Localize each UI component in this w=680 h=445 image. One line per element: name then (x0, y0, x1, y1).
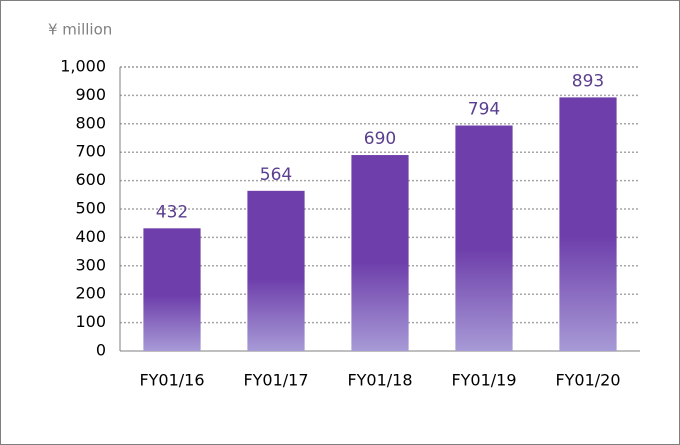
x-tick-label: FY01/18 (347, 371, 412, 390)
bar (247, 190, 305, 351)
x-tick-label: FY01/20 (555, 371, 620, 390)
x-tick-label: FY01/17 (243, 371, 308, 390)
y-tick-label: 800 (75, 113, 106, 132)
y-tick-label: 600 (75, 170, 106, 189)
y-tick-label: 900 (75, 85, 106, 104)
bar (559, 97, 617, 351)
bar (351, 155, 409, 351)
y-tick-label: 200 (75, 284, 106, 303)
value-label: 690 (364, 129, 396, 149)
value-label: 432 (156, 202, 188, 222)
x-tick-label: FY01/16 (139, 371, 204, 390)
y-tick-label: 100 (75, 312, 106, 331)
y-tick-label: 500 (75, 199, 106, 218)
bar (143, 228, 201, 351)
x-tick-label: FY01/19 (451, 371, 516, 390)
value-label: 893 (572, 71, 604, 91)
value-label: 794 (468, 100, 500, 120)
y-tick-label: 0 (96, 341, 106, 360)
bar (455, 125, 513, 351)
y-tick-label: 400 (75, 227, 106, 246)
y-tick-label: 1,000 (60, 57, 106, 76)
value-label: 564 (260, 165, 292, 185)
y-tick-label: 700 (75, 142, 106, 161)
y-axis-title: ¥ million (48, 21, 112, 39)
y-tick-label: 300 (75, 255, 106, 274)
